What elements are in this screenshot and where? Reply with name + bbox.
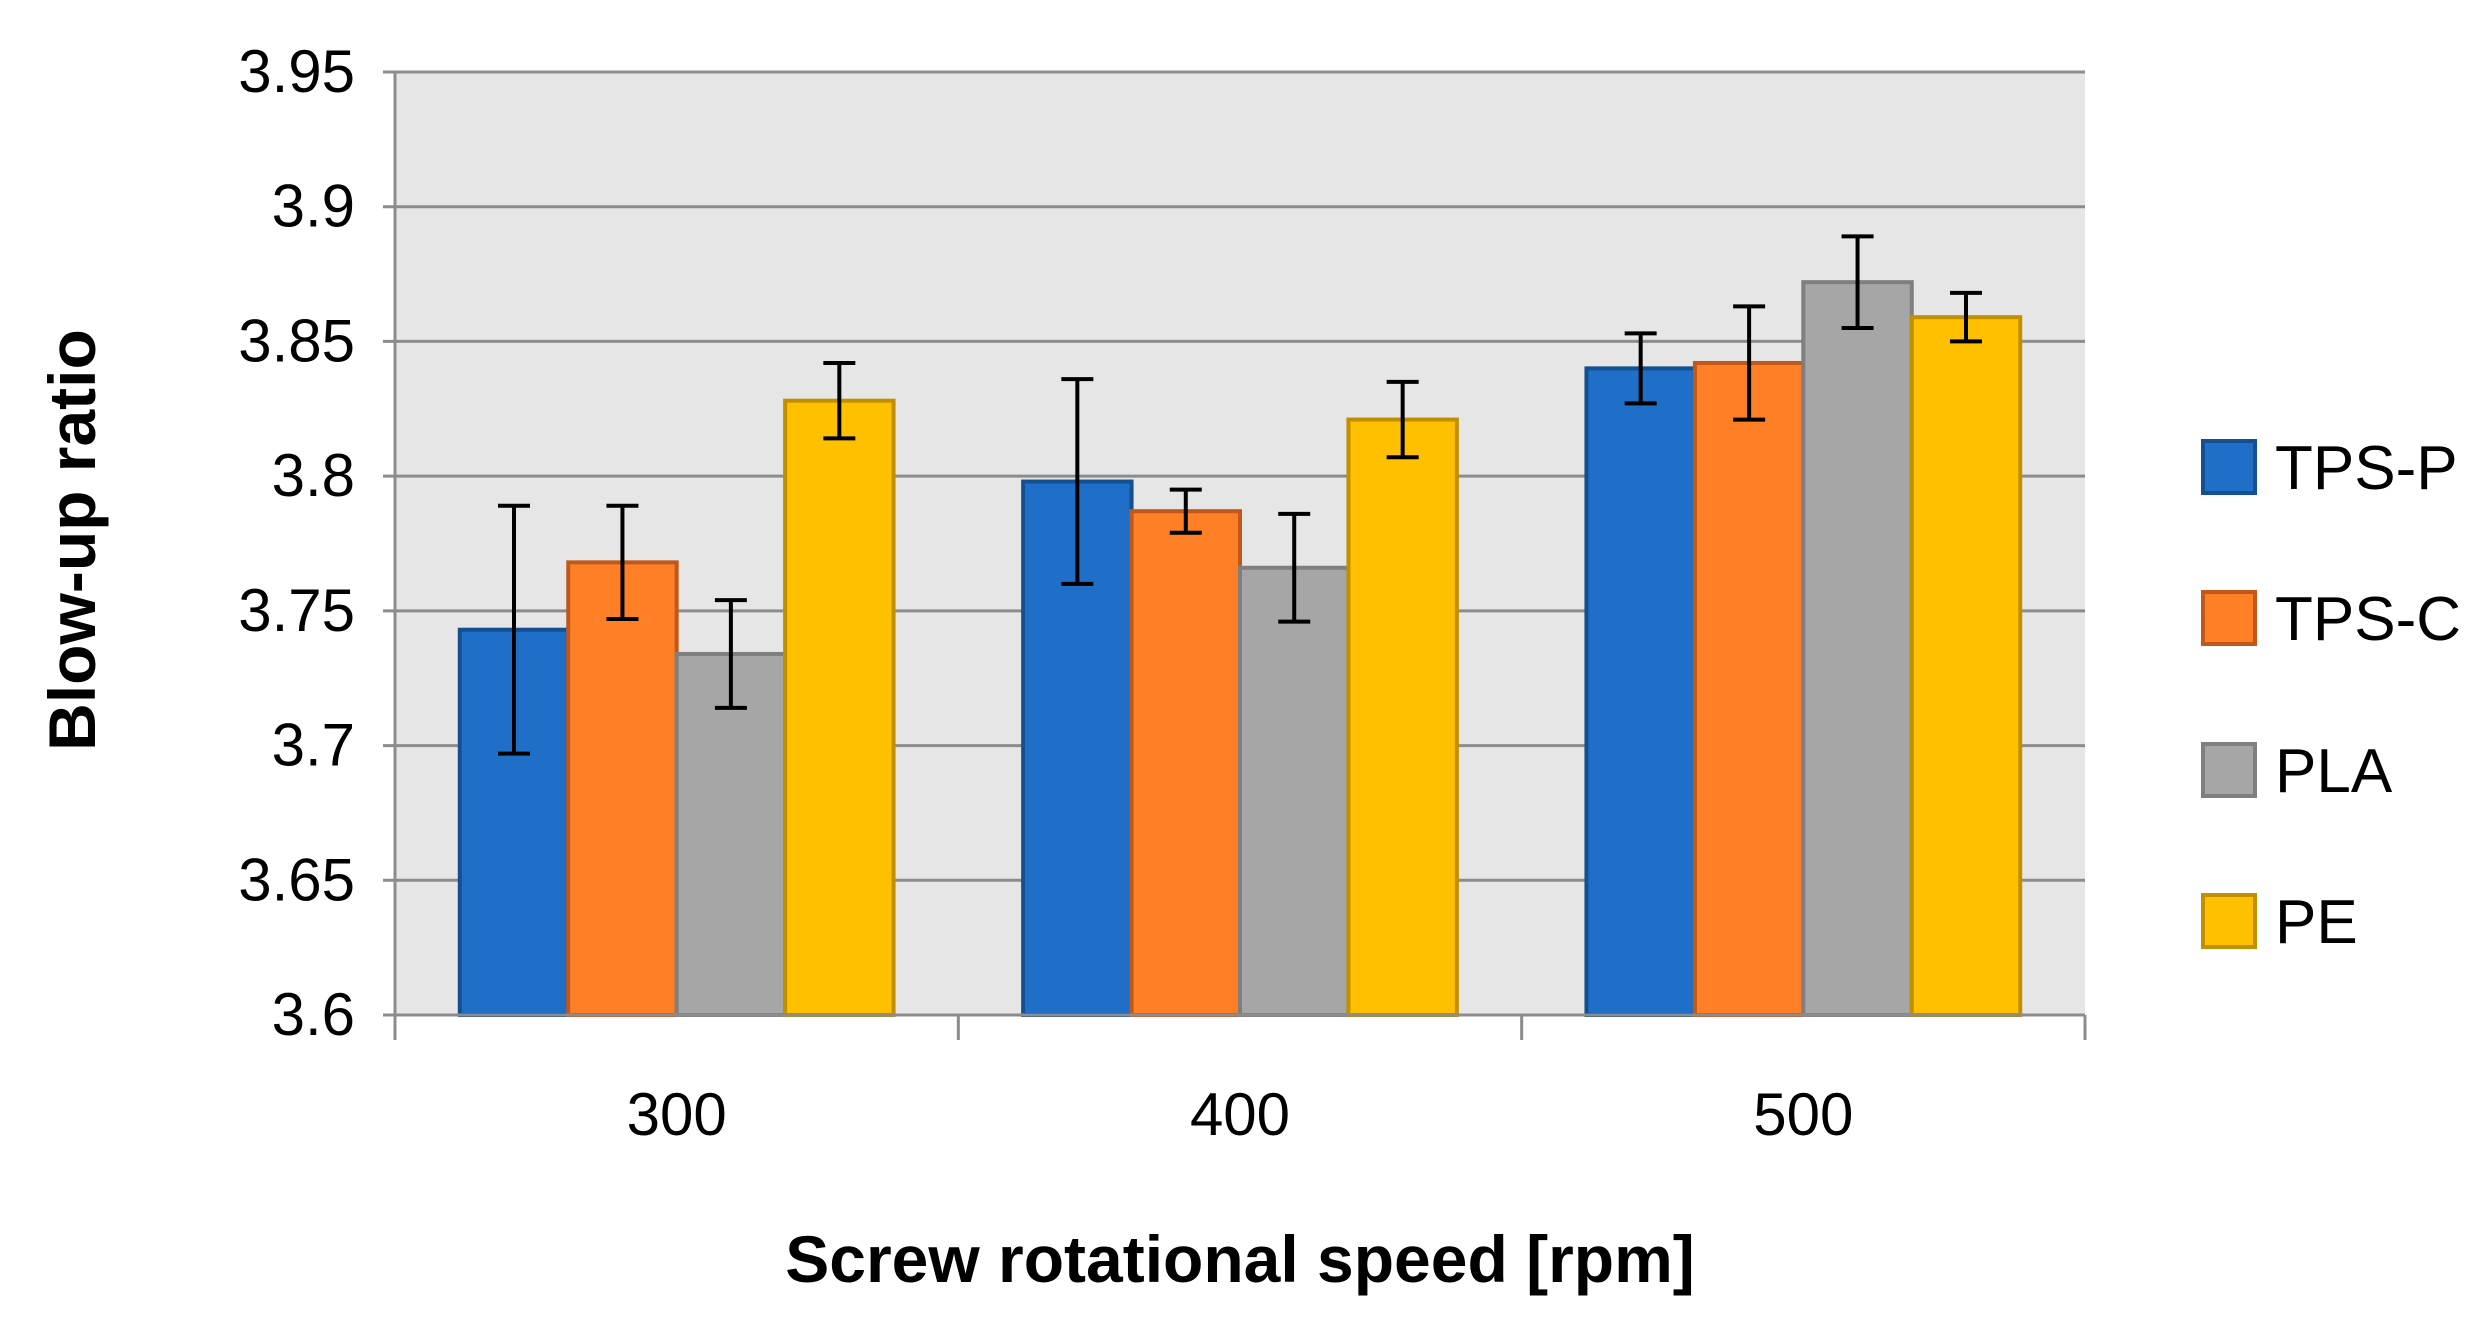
legend-label: PLA <box>2275 737 2393 806</box>
legend: TPS-P TPS-C PLA PE <box>2201 434 2461 957</box>
error-bar <box>714 598 747 710</box>
x-tick-label: 400 <box>1190 1081 1290 1148</box>
legend-label: TPS-C <box>2275 585 2461 654</box>
legend-swatch <box>2201 742 2257 798</box>
error-bar <box>1841 234 1874 330</box>
y-tick-label: 3.7 <box>272 712 355 779</box>
y-tick-labels: 3.6 3.65 3.7 3.75 3.8 3.85 3.9 3.95 <box>238 38 355 1048</box>
legend-item-pe: PE <box>2201 888 2358 957</box>
error-bars <box>498 234 1982 756</box>
legend-label: PE <box>2275 888 2358 957</box>
y-tick-label: 3.8 <box>272 442 355 509</box>
error-bar <box>1169 487 1202 535</box>
y-tick-label: 3.75 <box>238 577 355 644</box>
x-tick-labels: 300 400 500 <box>627 1081 1854 1148</box>
bar-pe-300 <box>783 398 896 1017</box>
error-bar <box>1949 290 1982 344</box>
x-axis-title: Screw rotational speed [rpm] <box>785 1222 1695 1296</box>
bar-tps-c-500 <box>1692 360 1806 1017</box>
bars <box>457 280 2023 1018</box>
legend-item-pla: PLA <box>2201 737 2393 806</box>
bar-pla-400 <box>1238 565 1351 1018</box>
bar-tps-p-500 <box>1584 366 1697 1018</box>
error-bar <box>823 360 856 441</box>
legend-item-tps-c: TPS-C <box>2201 585 2461 654</box>
bar-pe-500 <box>1909 315 2023 1017</box>
y-tick-label: 3.95 <box>238 38 355 105</box>
bar-pe-400 <box>1346 417 1459 1017</box>
x-tick-label: 300 <box>627 1081 727 1148</box>
bar-tps-c-300 <box>566 560 679 1017</box>
legend-label: TPS-P <box>2275 434 2458 503</box>
y-axis-title: Blow-up ratio <box>35 329 109 751</box>
bar-tps-c-400 <box>1129 509 1243 1017</box>
error-bar <box>1624 331 1657 406</box>
y-tick-label: 3.65 <box>238 846 355 913</box>
legend-swatch <box>2201 893 2257 949</box>
legend-swatch <box>2201 439 2257 495</box>
error-bar <box>1278 511 1311 624</box>
bar-pla-500 <box>1801 280 1914 1017</box>
error-bar <box>1733 304 1766 422</box>
y-tick-label: 3.85 <box>238 307 355 374</box>
error-bar <box>1061 377 1094 586</box>
error-bar <box>606 503 639 621</box>
error-bar <box>498 503 531 756</box>
error-bar <box>1386 379 1419 460</box>
legend-item-tps-p: TPS-P <box>2201 434 2458 503</box>
x-tick-label: 500 <box>1753 1081 1853 1148</box>
y-tick-label: 3.9 <box>272 173 355 240</box>
y-tick-label: 3.6 <box>272 981 355 1048</box>
axes <box>393 72 2087 1040</box>
legend-swatch <box>2201 590 2257 646</box>
